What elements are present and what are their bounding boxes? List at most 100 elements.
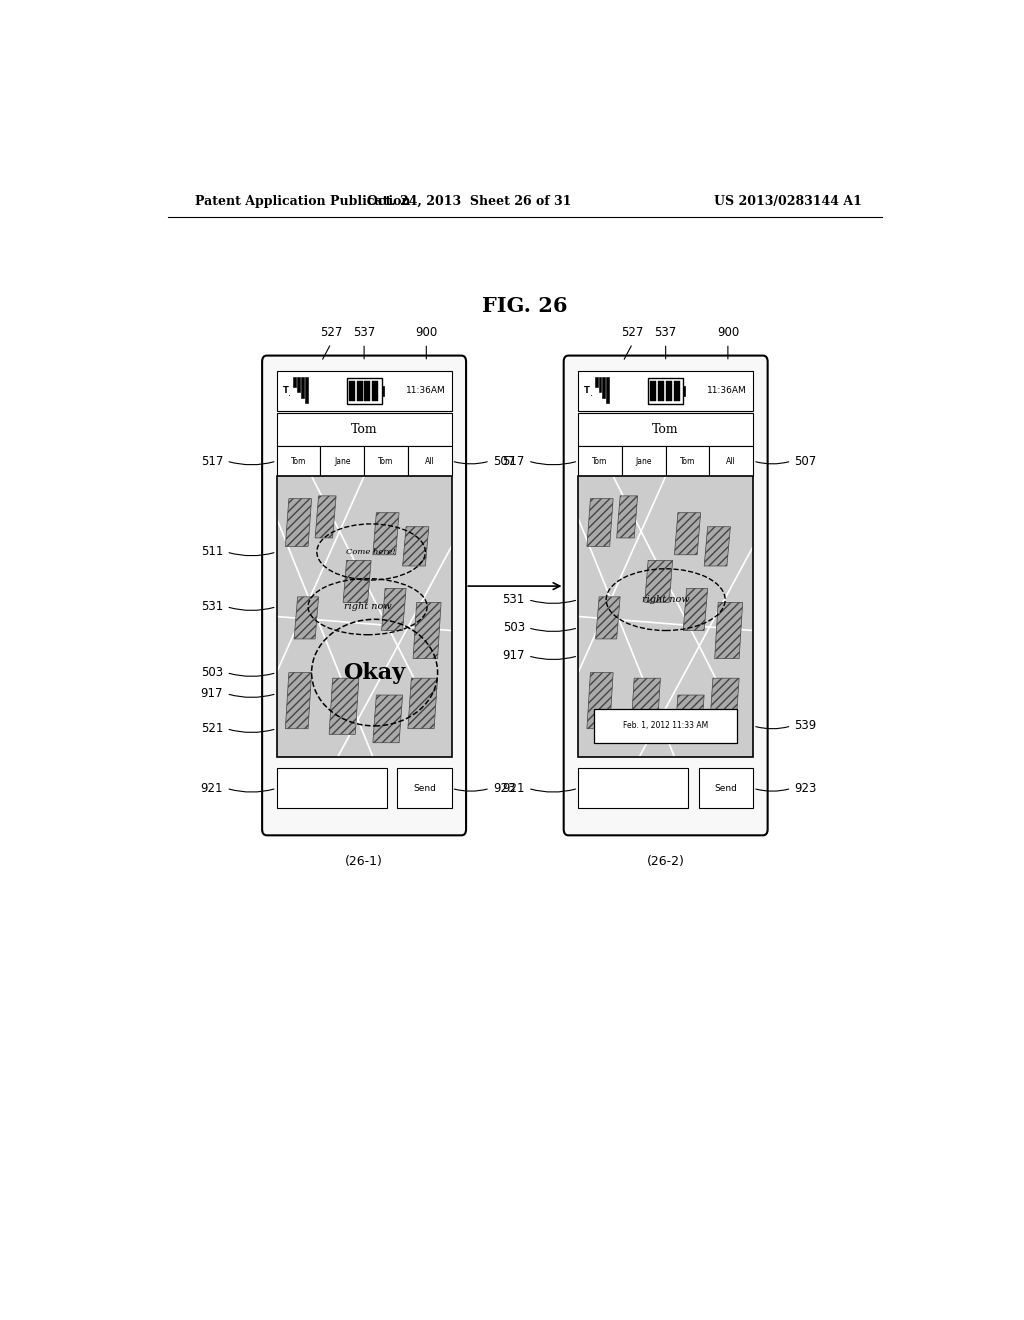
Text: (26-1): (26-1) — [345, 854, 383, 867]
Polygon shape — [329, 678, 358, 734]
Bar — [293, 378, 296, 387]
Text: Patent Application Publication: Patent Application Publication — [196, 194, 411, 207]
Bar — [301, 378, 304, 397]
Text: Okay: Okay — [343, 661, 406, 684]
Text: Tom: Tom — [592, 457, 607, 466]
Polygon shape — [343, 561, 371, 602]
Text: 521: 521 — [201, 722, 223, 735]
Text: FIG. 26: FIG. 26 — [482, 296, 567, 315]
Polygon shape — [413, 602, 441, 659]
Bar — [594, 709, 737, 743]
Text: 537: 537 — [654, 326, 677, 339]
Bar — [365, 446, 408, 477]
Text: 900: 900 — [717, 326, 739, 339]
Bar — [276, 477, 452, 756]
Text: Tom: Tom — [291, 457, 306, 466]
Text: 923: 923 — [795, 781, 817, 795]
Bar — [579, 371, 754, 411]
Text: Tom: Tom — [652, 422, 679, 436]
Text: T: T — [584, 385, 590, 395]
Bar — [666, 381, 672, 400]
Text: 531: 531 — [201, 601, 223, 614]
Bar — [579, 768, 688, 808]
Text: right now: right now — [344, 602, 391, 611]
Polygon shape — [587, 673, 613, 729]
Text: 921: 921 — [503, 781, 524, 795]
Bar — [297, 378, 300, 392]
Bar — [276, 477, 452, 756]
Text: 900: 900 — [415, 326, 437, 339]
Bar — [346, 379, 382, 404]
Bar — [382, 385, 384, 396]
Bar — [650, 381, 656, 400]
Text: 917: 917 — [503, 649, 524, 663]
Text: Tom: Tom — [351, 422, 378, 436]
Bar — [710, 446, 754, 477]
Text: Jane: Jane — [334, 457, 350, 466]
Bar — [408, 446, 452, 477]
Text: .: . — [288, 388, 291, 397]
Text: 503: 503 — [503, 622, 524, 634]
Text: All: All — [425, 457, 434, 466]
Text: 539: 539 — [795, 719, 817, 733]
Polygon shape — [286, 499, 311, 546]
Text: T: T — [283, 385, 289, 395]
Bar — [666, 446, 710, 477]
Bar — [602, 378, 605, 397]
Bar — [365, 381, 371, 400]
Polygon shape — [596, 597, 621, 639]
Bar — [599, 378, 601, 392]
Text: 11:36AM: 11:36AM — [406, 387, 445, 396]
Polygon shape — [715, 602, 742, 659]
Text: 11:36AM: 11:36AM — [707, 387, 746, 396]
Bar — [606, 378, 609, 404]
Polygon shape — [402, 527, 429, 566]
FancyBboxPatch shape — [262, 355, 466, 836]
Polygon shape — [631, 678, 660, 734]
Text: Tom: Tom — [378, 457, 393, 466]
Bar — [349, 381, 354, 400]
Text: 531: 531 — [503, 593, 524, 606]
Text: right now: right now — [642, 595, 689, 605]
Bar — [397, 768, 452, 808]
Bar — [683, 385, 685, 396]
Polygon shape — [710, 678, 739, 729]
Bar — [648, 379, 683, 404]
Text: Jane: Jane — [636, 457, 652, 466]
Bar — [579, 477, 754, 756]
Bar — [595, 378, 598, 387]
Text: 511: 511 — [201, 545, 223, 558]
Text: 527: 527 — [319, 326, 342, 339]
Text: 527: 527 — [622, 326, 644, 339]
Text: Oct. 24, 2013  Sheet 26 of 31: Oct. 24, 2013 Sheet 26 of 31 — [367, 194, 571, 207]
Text: Send: Send — [413, 784, 436, 793]
Text: US 2013/0283144 A1: US 2013/0283144 A1 — [714, 194, 862, 207]
Bar — [622, 446, 666, 477]
Bar — [305, 378, 307, 404]
Text: (26-2): (26-2) — [647, 854, 685, 867]
Polygon shape — [294, 597, 318, 639]
Polygon shape — [683, 589, 708, 631]
Text: .: . — [590, 388, 593, 397]
Text: Send: Send — [715, 784, 737, 793]
Text: All: All — [726, 457, 736, 466]
Polygon shape — [587, 499, 613, 546]
Text: Feb. 1, 2012 11:33 AM: Feb. 1, 2012 11:33 AM — [623, 722, 709, 730]
Text: 517: 517 — [503, 454, 524, 467]
Bar — [321, 446, 365, 477]
Polygon shape — [373, 512, 399, 554]
Text: Come here!: Come here! — [346, 548, 396, 556]
Bar — [579, 413, 754, 446]
Polygon shape — [315, 496, 336, 539]
Polygon shape — [705, 527, 730, 566]
Text: 503: 503 — [201, 667, 223, 678]
Text: 917: 917 — [201, 688, 223, 700]
FancyBboxPatch shape — [563, 355, 768, 836]
Text: 921: 921 — [201, 781, 223, 795]
Text: 517: 517 — [201, 454, 223, 467]
Bar — [658, 381, 665, 400]
Bar — [674, 381, 680, 400]
Bar — [579, 477, 754, 756]
Text: 507: 507 — [494, 454, 515, 467]
Text: 923: 923 — [494, 781, 515, 795]
